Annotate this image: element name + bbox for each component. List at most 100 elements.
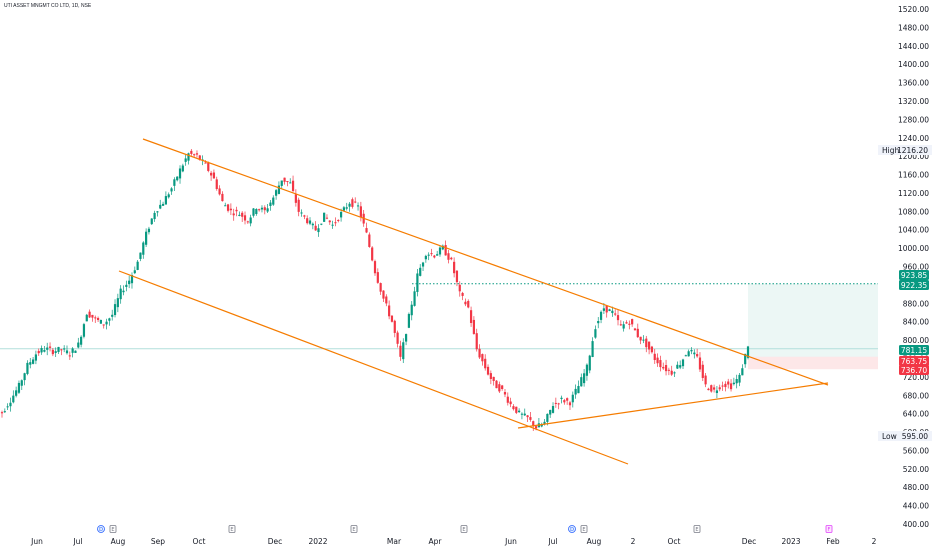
candle-body bbox=[684, 355, 687, 357]
candle-body bbox=[99, 319, 103, 324]
candle-body bbox=[65, 350, 69, 354]
candle-body bbox=[560, 397, 563, 399]
candle-body bbox=[681, 359, 685, 367]
candle-body bbox=[597, 321, 600, 324]
earnings-marker[interactable] bbox=[228, 525, 236, 533]
trendline[interactable] bbox=[142, 138, 829, 386]
dividend-marker[interactable] bbox=[97, 525, 105, 533]
candle-body bbox=[727, 381, 730, 385]
price-tick-label: 1080.00 bbox=[898, 207, 929, 216]
candle-body bbox=[9, 402, 12, 407]
candle-body bbox=[96, 317, 100, 321]
candle-body bbox=[348, 203, 351, 207]
candle-body bbox=[354, 201, 357, 203]
candle-body bbox=[639, 336, 642, 341]
time-tick-label: Oct bbox=[668, 537, 681, 546]
price-tick-label: 400.00 bbox=[903, 520, 929, 529]
candle-body bbox=[543, 421, 546, 425]
candle-body bbox=[105, 321, 108, 325]
candle-body bbox=[238, 214, 241, 216]
candle-body bbox=[710, 385, 713, 392]
stop-zone[interactable] bbox=[748, 356, 878, 370]
candle-body bbox=[718, 387, 721, 390]
price-tag-label: 763.75 bbox=[901, 357, 927, 366]
time-tick-label: Aug bbox=[111, 537, 126, 546]
candle-body bbox=[359, 206, 362, 218]
horizontal-lines bbox=[0, 283, 878, 350]
candle-body bbox=[430, 253, 433, 255]
candle-body bbox=[506, 396, 509, 403]
candle-body bbox=[15, 390, 18, 396]
candle-body bbox=[631, 319, 634, 325]
earnings-marker[interactable] bbox=[460, 525, 468, 533]
candle-body bbox=[645, 338, 648, 348]
candle-body bbox=[373, 261, 377, 274]
candle-body bbox=[37, 350, 40, 354]
price-tick-label: 1320.00 bbox=[898, 97, 929, 106]
candle-body bbox=[741, 368, 744, 376]
candle-body bbox=[193, 154, 196, 156]
earnings-marker[interactable] bbox=[693, 525, 701, 533]
candle-body bbox=[594, 329, 597, 338]
candle-body bbox=[438, 247, 442, 255]
candle-body bbox=[170, 188, 173, 192]
earnings-marker[interactable] bbox=[580, 525, 588, 533]
candle-body bbox=[523, 413, 526, 416]
candle-body bbox=[71, 348, 74, 353]
dividend-marker[interactable] bbox=[568, 525, 576, 533]
candle-body bbox=[698, 357, 702, 370]
candle-body bbox=[402, 342, 405, 360]
candle-body bbox=[540, 424, 543, 427]
candle-body bbox=[207, 162, 210, 171]
earnings-marker[interactable] bbox=[109, 525, 117, 533]
trendline[interactable] bbox=[517, 382, 829, 429]
candle-body bbox=[549, 409, 552, 415]
price-tick-label: 1360.00 bbox=[898, 79, 929, 88]
candle-body bbox=[40, 348, 43, 353]
candle-body bbox=[173, 179, 176, 186]
candle-body bbox=[687, 351, 690, 357]
candle-body bbox=[63, 348, 66, 350]
event-marker-label: F bbox=[828, 527, 831, 533]
candle-body bbox=[455, 270, 459, 283]
candle-body bbox=[243, 215, 247, 221]
event-marker-label: E bbox=[230, 527, 233, 533]
candle-body bbox=[128, 280, 131, 285]
candle-body bbox=[721, 385, 724, 387]
price-tick-label: 640.00 bbox=[903, 410, 929, 419]
earnings-marker[interactable] bbox=[350, 525, 358, 533]
future-earnings-marker[interactable] bbox=[825, 525, 833, 533]
candle-body bbox=[670, 370, 673, 375]
candle-body bbox=[181, 165, 184, 172]
trendline[interactable] bbox=[118, 270, 629, 465]
candle-body bbox=[190, 150, 193, 154]
chart-title: UTI ASSET MNGMT CO LTD, 1D, NSE bbox=[4, 3, 92, 9]
candle-body bbox=[311, 223, 314, 226]
candle-body bbox=[252, 208, 255, 216]
candle-body bbox=[436, 254, 439, 256]
candle-body bbox=[664, 365, 668, 372]
price-tick-label: 1000.00 bbox=[898, 244, 929, 253]
candle-body bbox=[263, 207, 266, 211]
candle-body bbox=[662, 366, 665, 369]
candle-body bbox=[337, 219, 340, 221]
price-tick-label: 1160.00 bbox=[898, 171, 929, 180]
candle-body bbox=[303, 215, 306, 217]
candle-body bbox=[583, 373, 586, 384]
candle-body bbox=[198, 155, 201, 160]
candle-body bbox=[119, 288, 122, 300]
time-axis: Jun Jul Aug Sep Oct Dec 2022 Mar Apr Jun Jul Aug 2 Oc… bbox=[30, 537, 876, 546]
price-tag bbox=[899, 345, 929, 355]
candle-body bbox=[605, 305, 608, 313]
price-tick-label: 880.00 bbox=[903, 299, 929, 308]
candle-body bbox=[277, 185, 281, 194]
event-marker-label: E bbox=[352, 527, 355, 533]
candle-body bbox=[453, 261, 456, 274]
candle-body bbox=[650, 346, 654, 353]
candle-body bbox=[0, 412, 4, 414]
target-zone[interactable] bbox=[748, 283, 878, 357]
candle-body bbox=[614, 313, 617, 315]
event-marker-label: E bbox=[582, 527, 585, 533]
